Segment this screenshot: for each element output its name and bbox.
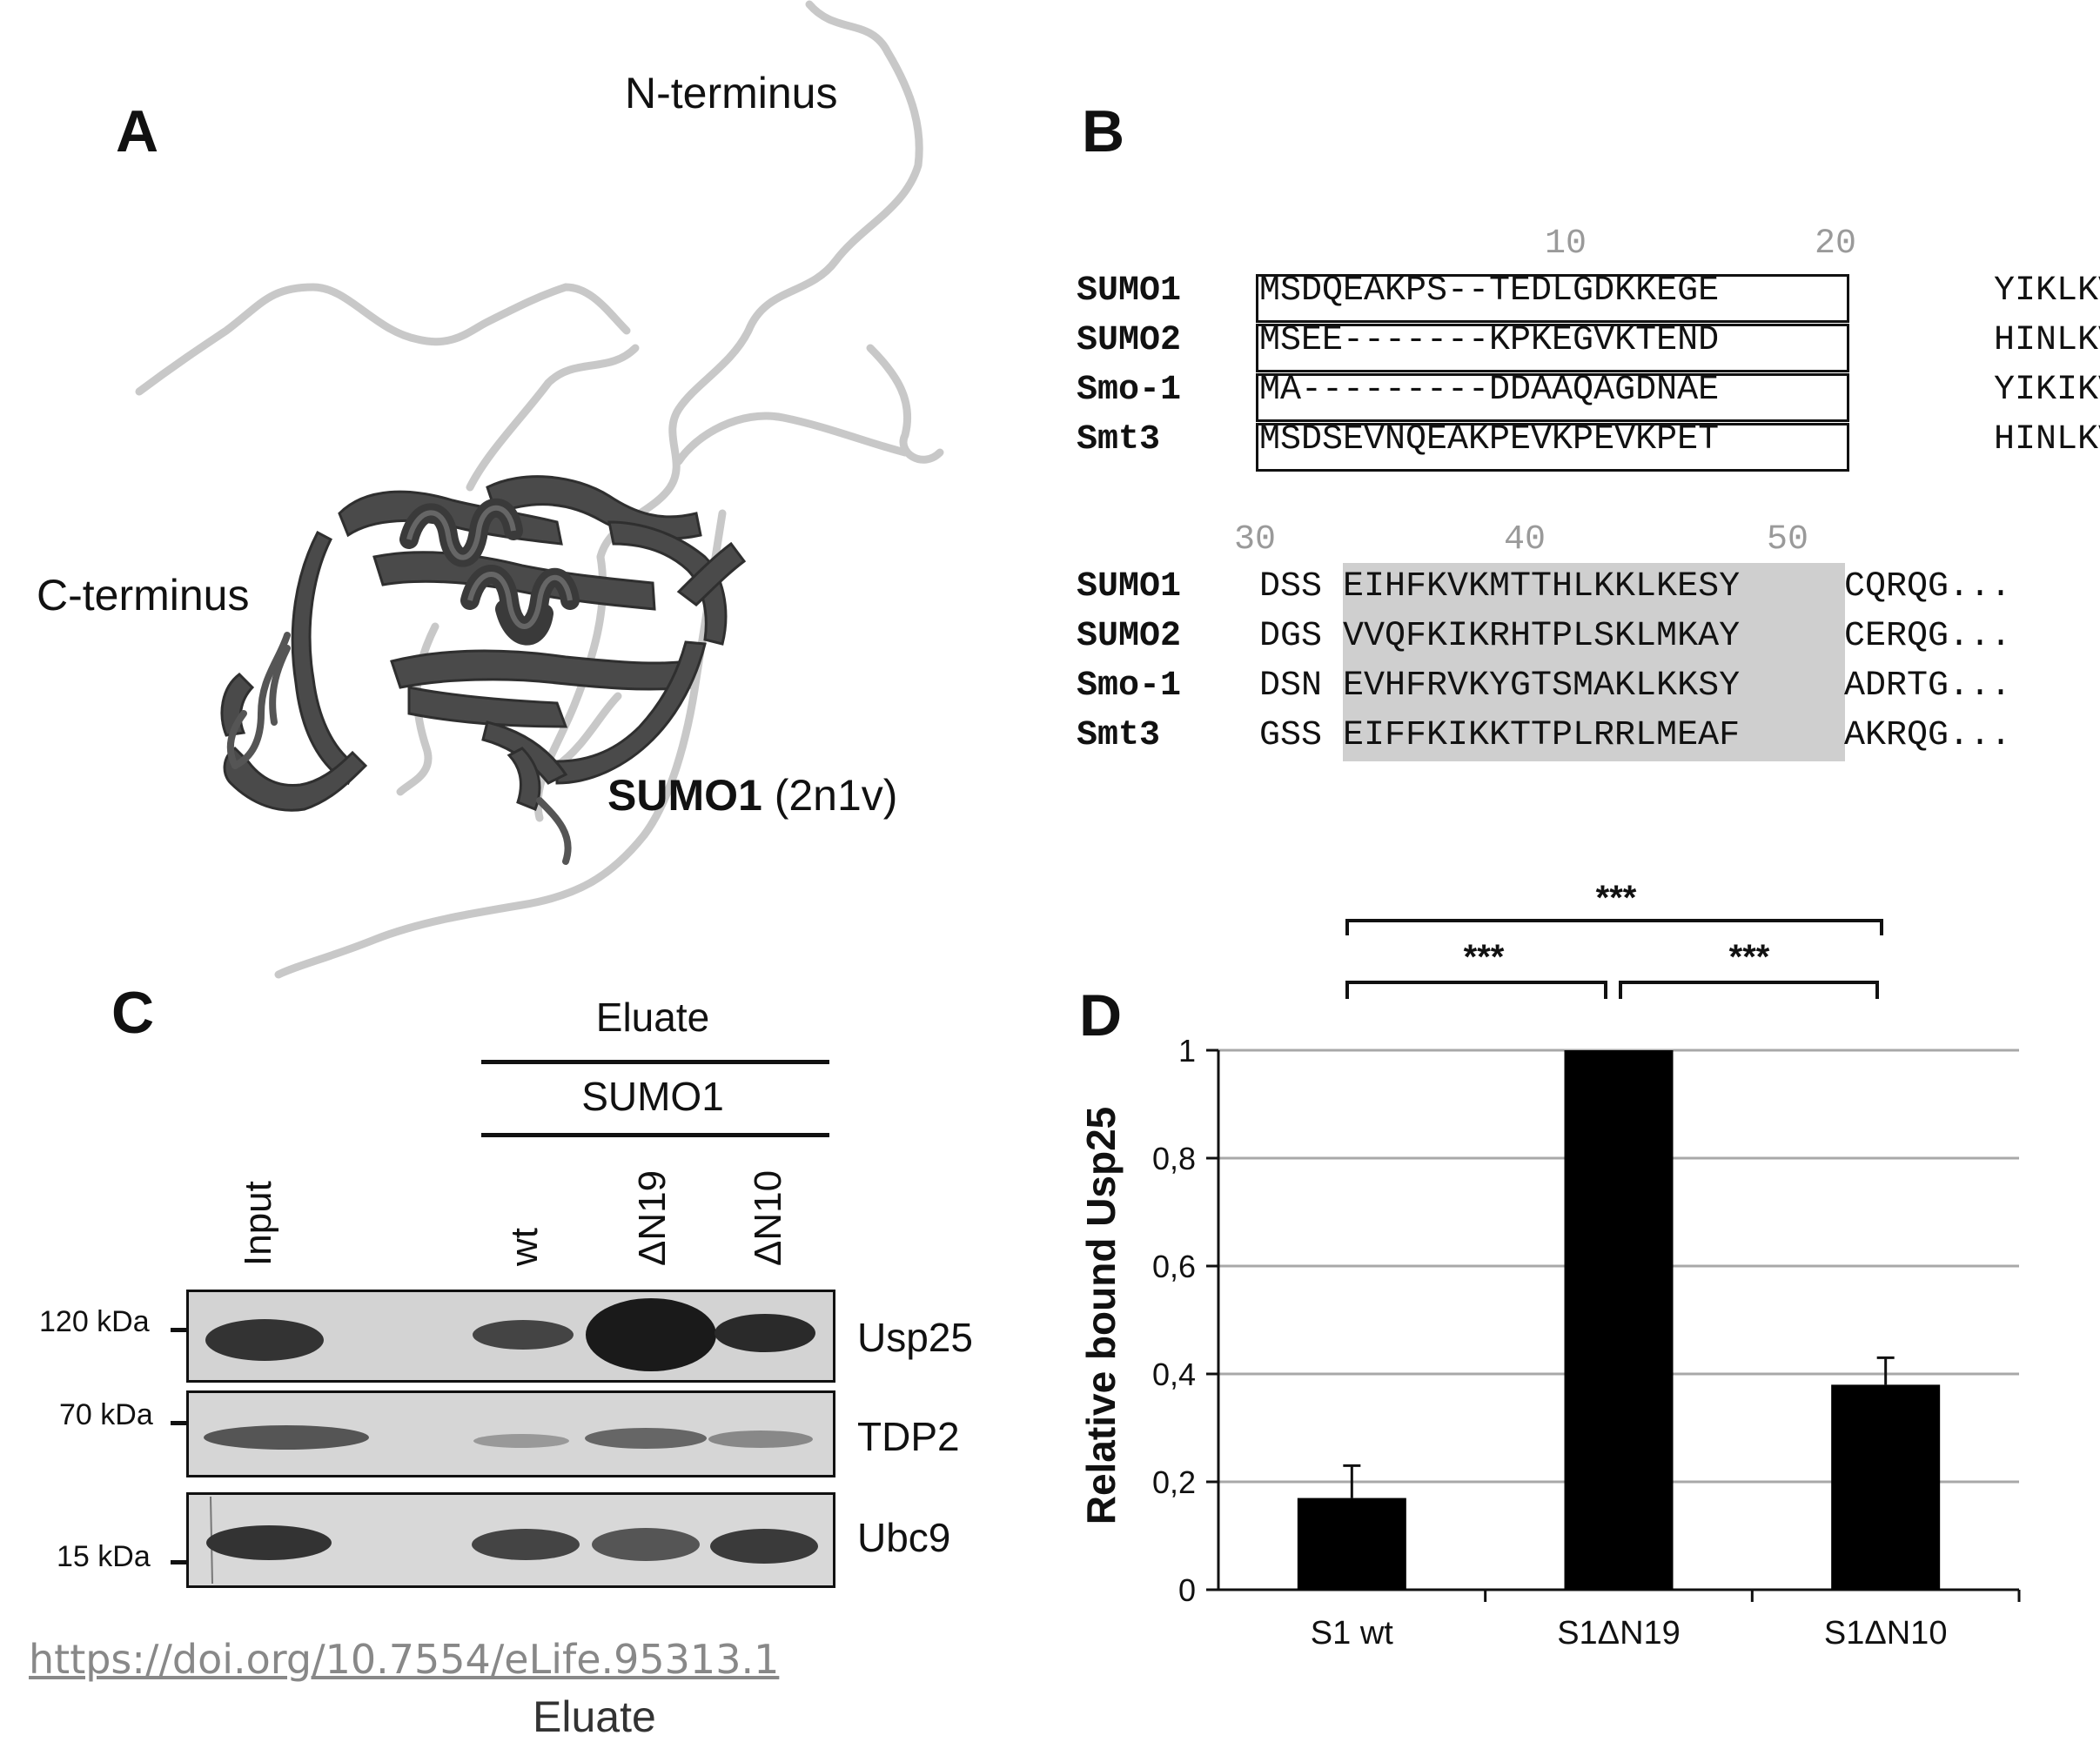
sumo1-label: SUMO1 <box>581 1074 724 1119</box>
y-tick-label: 0 <box>1178 1572 1196 1608</box>
sequence-nterm: MSDSEVNQEAKPEVKPEVKPET <box>1259 420 1720 459</box>
sequence-name: Smt3 <box>1077 420 1161 459</box>
sequence-pre: GSS <box>1259 716 1323 755</box>
sequence-nterm: MSEE-------KPKEGVKTEND <box>1259 321 1720 360</box>
protein-label-ubc9: Ubc9 <box>857 1515 951 1560</box>
sequence-post: CERQG... <box>1844 617 2012 656</box>
lane-label-dn10: ΔN10 <box>747 1169 789 1266</box>
y-tick-label: 0,2 <box>1152 1464 1196 1500</box>
bar-chart: 0 0,2 0,4 0,6 0,8 1 S1 wt S1ΔN19 S1ΔN10 <box>1152 1033 2021 1652</box>
doi-link[interactable]: https://doi.org/10.7554/eLife.95313.1 <box>29 1636 780 1683</box>
marker-tick <box>171 1560 186 1564</box>
sequence-name: Smo-1 <box>1077 667 1182 706</box>
marker-tick <box>171 1421 186 1425</box>
y-tick-label: 0,6 <box>1152 1249 1196 1284</box>
y-tick-label: 0,8 <box>1152 1141 1196 1176</box>
eluate-label: Eluate <box>595 995 710 1040</box>
bar <box>1297 1497 1406 1590</box>
panel-a-letter: A <box>116 98 159 164</box>
bar <box>1831 1384 1941 1590</box>
significance-left: *** <box>1463 938 1505 976</box>
panel-d-letter: D <box>1079 982 1123 1049</box>
protein-name: SUMO1 <box>607 771 762 820</box>
sequence-shaded: EIFFKIKKTTPLRRLMEAF <box>1343 716 1741 755</box>
x-tick-label: S1ΔN19 <box>1557 1615 1681 1652</box>
lane-label-input: Input <box>237 1181 279 1266</box>
protein-label-tdp2: TDP2 <box>857 1414 960 1459</box>
marker-70kda: 70 kDa <box>59 1398 153 1431</box>
sequence-shaded: VVQFKIKRHTPLSKLMKAY <box>1343 617 1741 656</box>
panel-b-letter: B <box>1082 98 1125 164</box>
lane-label-dn19: ΔN19 <box>631 1169 674 1266</box>
ruler-30: 30 <box>1234 520 1277 559</box>
nterm-box <box>1256 423 1849 472</box>
x-tick-label: S1 wt <box>1311 1615 1393 1652</box>
sequence-post: CQRQG... <box>1844 567 2012 606</box>
sequence-name: SUMO1 <box>1077 271 1182 311</box>
sequence-rest: HINLKVS-D <box>1994 420 2100 459</box>
sequence-pre: DSS <box>1259 567 1323 606</box>
sequence-shaded: EIHFKVKMTTHLKKLKESY <box>1343 567 1741 606</box>
protein-label-usp25: Usp25 <box>857 1315 973 1360</box>
nterm-box <box>1256 373 1849 422</box>
sequence-name: SUMO1 <box>1077 567 1182 606</box>
marker-tick <box>171 1328 186 1332</box>
sequence-name: Smt3 <box>1077 716 1161 755</box>
sequence-name: Smo-1 <box>1077 371 1182 410</box>
sequence-nterm: MSDQEAKPS--TEDLGDKKEGE <box>1259 271 1720 311</box>
sumo1-bar <box>481 1133 829 1137</box>
x-tick-label: S1ΔN10 <box>1824 1615 1948 1652</box>
cut-off-text: Eluate <box>533 1692 656 1741</box>
marker-120kda: 120 kDa <box>39 1305 150 1338</box>
tdp2-blot <box>186 1390 835 1477</box>
lane-label-wt: wt <box>503 1228 546 1266</box>
ruler-50: 50 <box>1767 520 1809 559</box>
n-terminus-label: N-terminus <box>625 69 838 117</box>
y-tick-label: 0,4 <box>1152 1357 1196 1392</box>
significance-brackets <box>1345 919 1883 999</box>
ruler-20: 20 <box>1815 224 1857 264</box>
protein-pdb-id: (2n1v) <box>774 771 898 820</box>
sequence-nterm: MA---------DDAAQAGDNAE <box>1259 371 1720 410</box>
sequence-rest: HINLKVAGQ <box>1994 321 2100 360</box>
usp25-blot <box>186 1290 835 1383</box>
ruler-40: 40 <box>1504 520 1546 559</box>
y-tick-label: 1 <box>1178 1033 1196 1069</box>
bar <box>1564 1050 1674 1590</box>
sequence-name: SUMO2 <box>1077 321 1182 360</box>
eluate-bar <box>481 1060 829 1064</box>
nterm-box <box>1256 324 1849 372</box>
shaded-region <box>1343 563 1845 761</box>
sequence-shaded: EVHFRVKYGTSMAKLKKSY <box>1343 667 1741 706</box>
c-terminus-label: C-terminus <box>37 571 250 620</box>
sequence-post: AKRQG... <box>1844 716 2012 755</box>
sequence-pre: DGS <box>1259 617 1323 656</box>
sequence-name: SUMO2 <box>1077 617 1182 656</box>
panel-c-letter: C <box>111 980 155 1046</box>
ruler-10: 10 <box>1545 224 1587 264</box>
sequence-rest: YIKIKVVGQ <box>1994 371 2100 410</box>
ubc9-blot <box>186 1492 835 1588</box>
sequence-post: ADRTG... <box>1844 667 2012 706</box>
nterm-box <box>1256 274 1849 323</box>
protein-caption: SUMO1 (2n1v) <box>607 770 897 821</box>
sequence-rest: YIKLKVIGQ <box>1994 271 2100 311</box>
marker-15kda: 15 kDa <box>57 1540 151 1573</box>
significance-right: *** <box>1728 938 1770 976</box>
sequence-pre: DSN <box>1259 667 1323 706</box>
significance-outer: *** <box>1595 879 1637 917</box>
sumo1-structure-illustration <box>135 0 944 979</box>
y-axis-label: Relative bound Usp25 <box>1078 1106 1124 1525</box>
